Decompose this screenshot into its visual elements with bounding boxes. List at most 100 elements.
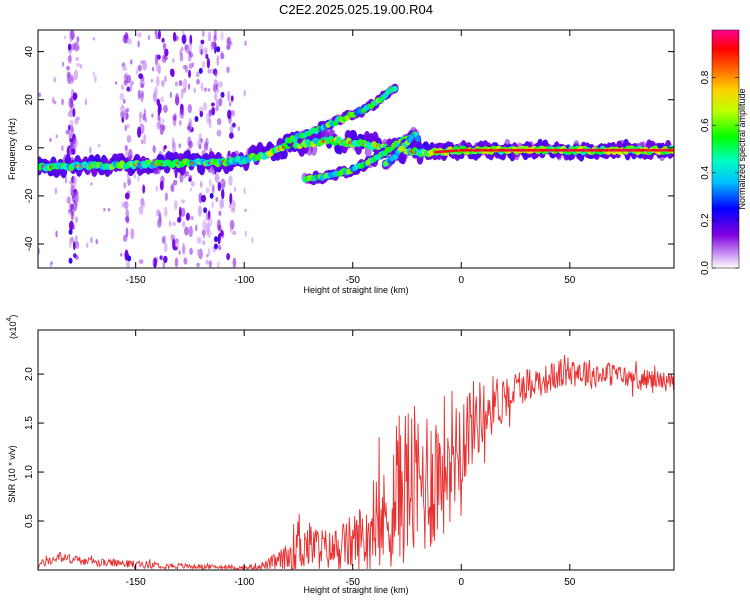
- spectral-blob: [68, 53, 72, 65]
- spectrogram-y-tick-label: 0: [24, 145, 35, 151]
- spectral-blob: [150, 78, 154, 83]
- spectral-blob: [203, 87, 208, 92]
- spectral-blob: [75, 116, 80, 121]
- spectral-blob: [228, 175, 233, 186]
- spectral-blob: [156, 98, 160, 107]
- spectral-blob: [244, 40, 247, 47]
- spectral-blob: [200, 181, 203, 189]
- spectral-blob: [92, 36, 96, 41]
- spectral-blob: [68, 210, 71, 216]
- spectral-blob: [217, 181, 222, 192]
- spectral-blob: [200, 51, 203, 56]
- spectral-blob: [160, 58, 165, 63]
- snr-scale-prefix: (x10: [8, 321, 18, 339]
- spectral-blob: [55, 230, 58, 238]
- spectral-blob: [188, 140, 193, 149]
- spectral-blob: [200, 82, 204, 92]
- spectral-blob: [124, 33, 129, 40]
- spectral-blob: [183, 78, 188, 90]
- spectrogram-y-tick-label: 20: [24, 94, 35, 106]
- spectral-blob: [214, 91, 218, 101]
- spectrogram-y-tick-label: -40: [24, 236, 35, 251]
- spectral-blob: [143, 133, 147, 145]
- spectral-blob: [214, 71, 218, 78]
- spectral-blob: [140, 83, 144, 88]
- colorbar-label: Normalized spectral amplitude: [737, 88, 747, 209]
- colorbar-gradient: [711, 29, 740, 269]
- spectral-blob: [123, 201, 129, 210]
- snr-frame: [37, 329, 675, 571]
- spectral-blob: [94, 75, 97, 83]
- spectral-blob: [211, 200, 215, 209]
- spectral-blob: [188, 225, 193, 238]
- spectral-blob: [179, 52, 184, 62]
- spectral-blob: [199, 110, 204, 118]
- spectral-blob: [68, 257, 73, 264]
- spectral-blob: [55, 134, 59, 139]
- spectral-blob: [203, 47, 208, 55]
- spectrogram-x-tick-label: 0: [458, 275, 464, 286]
- spectral-blob: [207, 217, 213, 227]
- spectral-blob: [119, 92, 125, 101]
- spectral-blob: [123, 181, 127, 189]
- spectral-blob: [156, 75, 160, 88]
- spectral-blob: [220, 91, 225, 98]
- spectral-blob: [122, 98, 126, 104]
- spectrogram-x-axis-label: Height of straight line (km): [303, 285, 408, 295]
- spectral-blob: [161, 37, 165, 43]
- spectral-blob: [220, 229, 224, 237]
- spectral-blob: [218, 224, 222, 232]
- spectral-blob: [178, 80, 183, 87]
- spectral-blob: [121, 84, 124, 91]
- snr-x-ticks: -150 -100 -50 0 50: [126, 330, 576, 588]
- spectral-blob: [73, 253, 77, 258]
- spectral-blob: [206, 229, 212, 238]
- chart-title: C2E2.2025.025.19.00.R04: [279, 2, 433, 17]
- spectral-blob: [202, 234, 206, 239]
- spectral-blob: [140, 90, 145, 99]
- spectral-blob: [215, 83, 219, 90]
- spectral-blob: [168, 220, 172, 228]
- colorbar: 0.0 0.2 0.4 0.6 0.8 Normalized spectral ampl…: [700, 29, 747, 275]
- spectral-blob: [173, 179, 178, 186]
- spectral-blob: [207, 31, 212, 42]
- spectral-blob: [160, 255, 163, 261]
- spectral-blob: [170, 68, 175, 78]
- spectral-blob: [137, 32, 142, 38]
- spectral-blob: [155, 185, 159, 193]
- spectral-blob: [156, 54, 161, 60]
- spectral-blob: [164, 206, 168, 218]
- spectral-blob: [123, 62, 126, 68]
- spectral-blob: [214, 173, 220, 184]
- spectral-blob: [122, 66, 128, 71]
- spectral-blob: [68, 237, 72, 249]
- snr-scale-exponent: 4: [6, 317, 13, 321]
- spectral-blob: [90, 182, 93, 186]
- spectral-blob: [137, 40, 140, 48]
- spectral-blob: [130, 59, 133, 65]
- spectral-blob: [79, 64, 83, 69]
- spectral-blob: [120, 111, 125, 118]
- spectral-blob: [216, 129, 222, 137]
- spectral-blob: [141, 200, 146, 209]
- spectral-blob: [205, 212, 209, 221]
- spectral-blob: [201, 229, 206, 236]
- spectral-blob: [74, 216, 79, 224]
- spectral-blob: [147, 34, 151, 41]
- spectral-blob: [172, 114, 177, 121]
- spectral-blob: [66, 65, 71, 71]
- spectral-blob: [50, 261, 54, 265]
- spectral-blob: [232, 257, 237, 268]
- snr-x-axis-label: Height of straight line (km): [303, 585, 408, 595]
- spectral-blob: [72, 33, 75, 39]
- spectral-blob: [164, 48, 169, 57]
- spectral-blob: [76, 36, 80, 43]
- spectral-blob: [63, 35, 67, 40]
- spectral-blob: [61, 98, 64, 106]
- spectral-blob: [211, 184, 215, 194]
- spectral-blob: [72, 241, 76, 251]
- spectral-blob: [188, 62, 193, 69]
- spectrogram-x-tick-label: -150: [126, 275, 146, 286]
- spectral-blob: [219, 198, 225, 210]
- spectral-blob: [121, 104, 124, 110]
